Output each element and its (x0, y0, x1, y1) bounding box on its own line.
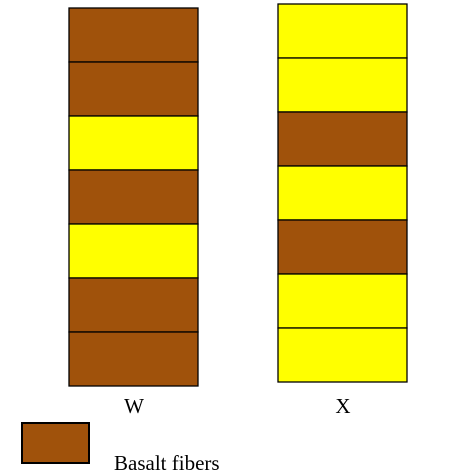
stack-w-layer-4-basalt (68, 169, 199, 225)
stack-x-layer-4-other (277, 165, 408, 221)
stack-w-layer-5-other (68, 223, 199, 279)
stack-w-layer-1-basalt (68, 7, 199, 63)
stack-x-layer-3-basalt (277, 111, 408, 167)
legend-label: Basalt fibers (114, 451, 220, 474)
stack-w-layer-3-other (68, 115, 199, 171)
stack-x-layer-1-other (277, 3, 408, 59)
stack-x-label: X (335, 394, 351, 418)
stack-x-layer-7-other (277, 327, 408, 383)
stack-x-layer-6-other (277, 273, 408, 329)
stack-w-layer-7-basalt (68, 331, 199, 387)
stack-x-layer-2-other (277, 57, 408, 113)
stack-w-label: W (124, 394, 144, 418)
legend-swatch-basalt (21, 422, 90, 464)
stack-w-layer-2-basalt (68, 61, 199, 117)
stack-w-layer-6-basalt (68, 277, 199, 333)
stack-x-layer-5-basalt (277, 219, 408, 275)
